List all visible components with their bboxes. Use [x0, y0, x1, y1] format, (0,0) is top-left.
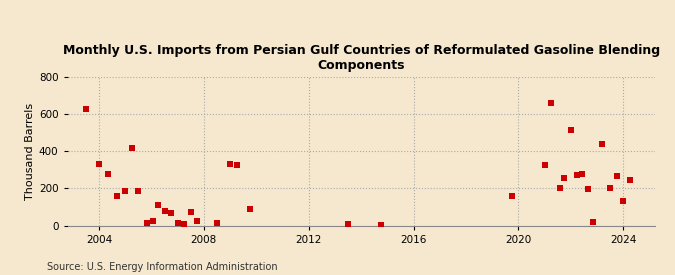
- Point: [559, 176, 570, 180]
- Point: [572, 173, 583, 178]
- Point: [576, 171, 587, 176]
- Point: [232, 163, 242, 167]
- Point: [102, 171, 113, 176]
- Point: [159, 208, 170, 213]
- Point: [225, 162, 236, 166]
- Point: [172, 221, 183, 225]
- Point: [211, 221, 222, 225]
- Point: [119, 189, 130, 193]
- Point: [126, 145, 137, 150]
- Point: [587, 219, 598, 224]
- Point: [244, 207, 255, 211]
- Point: [583, 187, 594, 191]
- Point: [506, 194, 517, 198]
- Point: [179, 221, 190, 226]
- Point: [192, 219, 202, 223]
- Point: [111, 194, 122, 198]
- Y-axis label: Thousand Barrels: Thousand Barrels: [25, 103, 34, 200]
- Point: [80, 107, 91, 112]
- Point: [539, 163, 550, 167]
- Point: [605, 186, 616, 191]
- Point: [133, 189, 144, 193]
- Point: [624, 178, 635, 182]
- Point: [546, 101, 557, 105]
- Point: [596, 142, 607, 146]
- Point: [153, 203, 163, 207]
- Point: [618, 199, 628, 204]
- Point: [375, 222, 386, 227]
- Point: [554, 186, 565, 191]
- Point: [142, 221, 153, 225]
- Point: [566, 128, 576, 132]
- Point: [148, 219, 159, 223]
- Point: [186, 209, 196, 214]
- Point: [612, 174, 622, 178]
- Point: [343, 221, 354, 226]
- Point: [94, 162, 105, 166]
- Title: Monthly U.S. Imports from Persian Gulf Countries of Reformulated Gasoline Blendi: Monthly U.S. Imports from Persian Gulf C…: [63, 44, 659, 72]
- Text: Source: U.S. Energy Information Administration: Source: U.S. Energy Information Administ…: [47, 262, 278, 272]
- Point: [165, 211, 176, 216]
